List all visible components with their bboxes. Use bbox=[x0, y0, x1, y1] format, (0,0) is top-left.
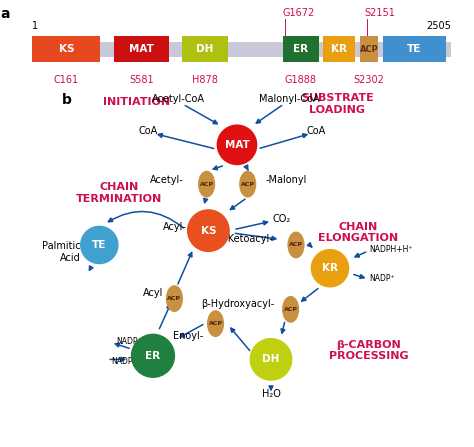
Text: NADPH+H⁺: NADPH+H⁺ bbox=[369, 245, 413, 254]
Text: TE: TE bbox=[407, 44, 422, 54]
Text: NADP⁺: NADP⁺ bbox=[116, 337, 142, 346]
Ellipse shape bbox=[282, 296, 299, 323]
Bar bbox=[114, 37, 169, 62]
Text: Acyl-: Acyl- bbox=[163, 222, 187, 232]
Text: G1672: G1672 bbox=[283, 8, 315, 18]
Text: Enoyl-: Enoyl- bbox=[173, 331, 203, 341]
Ellipse shape bbox=[239, 171, 256, 198]
Text: ACP: ACP bbox=[241, 181, 255, 187]
Circle shape bbox=[218, 125, 256, 164]
Text: Acetyl-: Acetyl- bbox=[150, 174, 183, 185]
Text: NADPH+H⁺: NADPH+H⁺ bbox=[111, 357, 155, 366]
Bar bbox=[32, 37, 100, 62]
Text: KR: KR bbox=[322, 263, 338, 273]
Text: a: a bbox=[0, 7, 10, 21]
Text: ACP: ACP bbox=[289, 242, 303, 248]
Bar bbox=[360, 37, 378, 62]
Bar bbox=[32, 42, 451, 57]
Text: Palmitic
Acid: Palmitic Acid bbox=[42, 241, 81, 263]
Text: INITIATION: INITIATION bbox=[103, 97, 171, 106]
Text: H₂O: H₂O bbox=[262, 389, 281, 399]
Text: CHAIN
TERMINATION: CHAIN TERMINATION bbox=[76, 182, 162, 204]
Text: 1: 1 bbox=[32, 21, 38, 31]
Text: β-Hydroxyacyl-: β-Hydroxyacyl- bbox=[201, 299, 274, 309]
Circle shape bbox=[250, 339, 292, 380]
Text: β-Ketoacyl-: β-Ketoacyl- bbox=[218, 234, 273, 244]
Text: b: b bbox=[62, 93, 72, 107]
Bar bbox=[283, 37, 319, 62]
Text: β-CARBON
PROCESSING: β-CARBON PROCESSING bbox=[329, 340, 409, 361]
Text: ER: ER bbox=[146, 351, 161, 361]
Text: ACP: ACP bbox=[167, 296, 182, 301]
Text: ACP: ACP bbox=[200, 181, 214, 187]
Circle shape bbox=[131, 334, 174, 377]
Bar bbox=[323, 37, 356, 62]
Text: SUBSTRATE
LOADING: SUBSTRATE LOADING bbox=[301, 93, 374, 114]
Circle shape bbox=[188, 210, 229, 251]
Text: Acyl: Acyl bbox=[143, 288, 164, 298]
Text: KS: KS bbox=[201, 226, 216, 236]
Ellipse shape bbox=[198, 171, 215, 198]
Ellipse shape bbox=[287, 232, 305, 258]
Text: Acetyl-CoA: Acetyl-CoA bbox=[152, 94, 204, 104]
Text: CoA: CoA bbox=[139, 126, 158, 135]
Text: ER: ER bbox=[293, 44, 308, 54]
Text: DH: DH bbox=[196, 44, 214, 54]
Text: S2151: S2151 bbox=[365, 8, 395, 18]
Ellipse shape bbox=[207, 310, 224, 337]
Text: Malonyl-CoA: Malonyl-CoA bbox=[258, 94, 319, 104]
Bar bbox=[383, 37, 447, 62]
Text: 2505: 2505 bbox=[426, 21, 451, 31]
Ellipse shape bbox=[166, 285, 183, 312]
Text: C161: C161 bbox=[54, 76, 79, 85]
Circle shape bbox=[311, 249, 348, 287]
Text: CHAIN
ELONGATION: CHAIN ELONGATION bbox=[318, 222, 398, 243]
Text: S581: S581 bbox=[129, 76, 154, 85]
Text: DH: DH bbox=[262, 354, 280, 364]
Circle shape bbox=[81, 226, 118, 264]
Text: ACP: ACP bbox=[283, 307, 298, 312]
Text: -Malonyl: -Malonyl bbox=[265, 174, 307, 185]
Text: KR: KR bbox=[331, 44, 347, 54]
Text: ACP: ACP bbox=[209, 321, 223, 326]
Text: MAT: MAT bbox=[129, 44, 154, 54]
Text: ACP: ACP bbox=[360, 45, 378, 54]
Text: MAT: MAT bbox=[225, 140, 249, 150]
Text: KS: KS bbox=[59, 44, 74, 54]
Text: S2302: S2302 bbox=[354, 76, 384, 85]
Text: G1888: G1888 bbox=[285, 76, 317, 85]
Text: TE: TE bbox=[92, 240, 107, 250]
Text: NADP⁺: NADP⁺ bbox=[369, 274, 395, 283]
Text: CO₂: CO₂ bbox=[273, 214, 291, 224]
Text: CoA: CoA bbox=[306, 126, 325, 135]
Bar bbox=[182, 37, 228, 62]
Text: H878: H878 bbox=[192, 76, 218, 85]
